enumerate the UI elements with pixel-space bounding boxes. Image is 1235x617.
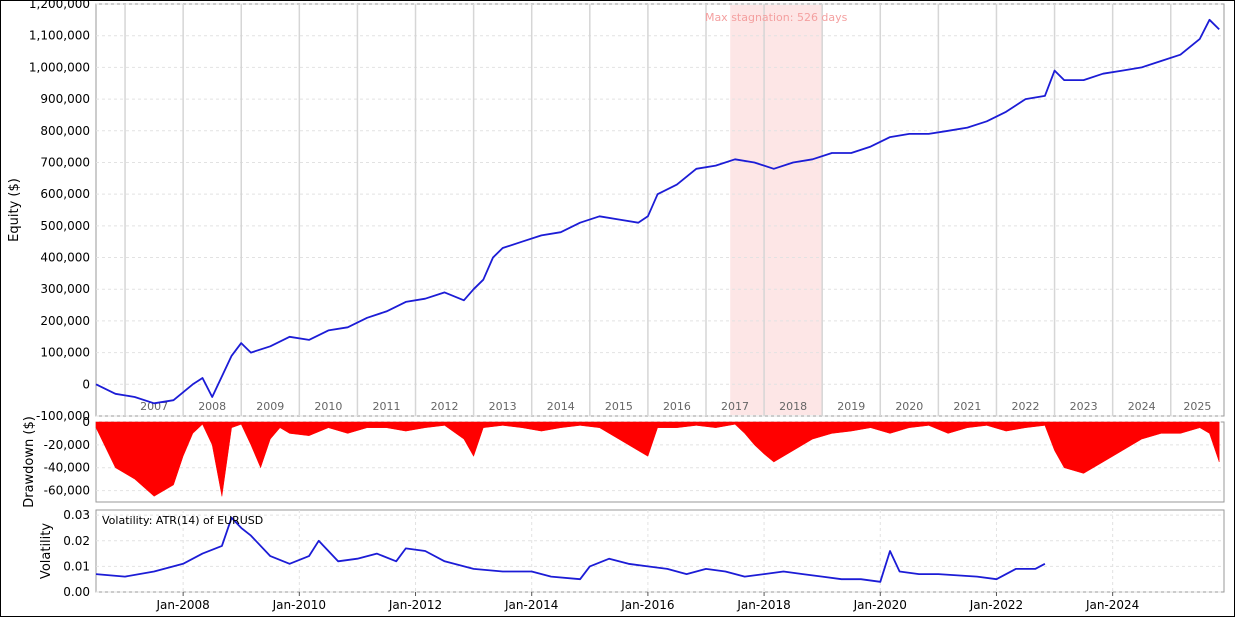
equity-ytick-label: 800,000 bbox=[40, 124, 90, 138]
x-tick-label: Jan-2020 bbox=[853, 598, 907, 612]
year-label: 2022 bbox=[1012, 400, 1040, 413]
equity-ytick-label: 300,000 bbox=[40, 282, 90, 296]
year-label: 2018 bbox=[779, 400, 807, 413]
year-label: 2009 bbox=[256, 400, 284, 413]
x-tick-label: Jan-2008 bbox=[155, 598, 209, 612]
stagnation-label: Max stagnation: 526 days bbox=[705, 11, 848, 24]
equity-ytick-label: 0 bbox=[82, 377, 90, 391]
stagnation-band bbox=[730, 5, 823, 415]
volatility-plot-area bbox=[95, 509, 1225, 593]
volatility-ytick-label: 0.03 bbox=[63, 508, 90, 522]
year-label: 2011 bbox=[372, 400, 400, 413]
year-label: 2008 bbox=[198, 400, 226, 413]
x-tick-label: Jan-2018 bbox=[736, 598, 790, 612]
equity-ytick-label: 1,200,000 bbox=[29, 0, 90, 11]
x-tick-label: Jan-2012 bbox=[388, 598, 442, 612]
x-tick-label: Jan-2014 bbox=[504, 598, 558, 612]
year-label: 2021 bbox=[953, 400, 981, 413]
year-label: 2014 bbox=[547, 400, 575, 413]
equity-ytick-label: 600,000 bbox=[40, 187, 90, 201]
equity-series-line bbox=[95, 18, 1220, 405]
year-label: 2019 bbox=[837, 400, 865, 413]
year-label: 2017 bbox=[721, 400, 749, 413]
drawdown-ytick-label: 0 bbox=[82, 415, 90, 429]
year-label: 2024 bbox=[1128, 400, 1156, 413]
year-label: 2013 bbox=[489, 400, 517, 413]
x-tick-label: Jan-2024 bbox=[1085, 598, 1139, 612]
volatility-axis-title: Volatility bbox=[39, 523, 54, 579]
drawdown-ytick-label: -60,000 bbox=[44, 484, 90, 498]
equity-ytick-label: 900,000 bbox=[40, 92, 90, 106]
x-tick-label: Jan-2022 bbox=[969, 598, 1023, 612]
year-label: 2015 bbox=[605, 400, 633, 413]
volatility-title: Volatility: ATR(14) of EURUSD bbox=[102, 514, 263, 527]
x-tick-label: Jan-2016 bbox=[620, 598, 674, 612]
equity-ytick-label: 1,100,000 bbox=[29, 29, 90, 43]
equity-ytick-label: -100,000 bbox=[36, 409, 90, 423]
year-label: 2016 bbox=[663, 400, 691, 413]
year-label: 2010 bbox=[314, 400, 342, 413]
volatility-ytick-label: 0.01 bbox=[63, 559, 90, 573]
equity-ytick-label: 400,000 bbox=[40, 251, 90, 265]
drawdown-ytick-label: -40,000 bbox=[44, 461, 90, 475]
equity-axis-title: Equity ($) bbox=[7, 178, 22, 242]
equity-ytick-label: 200,000 bbox=[40, 314, 90, 328]
volatility-ytick-label: 0.02 bbox=[63, 534, 90, 548]
equity-ytick-label: 100,000 bbox=[40, 346, 90, 360]
equity-plot-area bbox=[95, 3, 1225, 417]
equity-ytick-label: 700,000 bbox=[40, 155, 90, 169]
drawdown-ytick-label: -20,000 bbox=[44, 438, 90, 452]
equity-ytick-label: 500,000 bbox=[40, 219, 90, 233]
year-label: 2020 bbox=[895, 400, 923, 413]
year-label: 2007 bbox=[140, 400, 168, 413]
year-label: 2025 bbox=[1183, 400, 1211, 413]
year-label: 2012 bbox=[431, 400, 459, 413]
equity-ytick-label: 1,000,000 bbox=[29, 60, 90, 74]
volatility-series-line bbox=[95, 516, 1046, 583]
x-tick-label: Jan-2010 bbox=[272, 598, 326, 612]
year-label: 2023 bbox=[1070, 400, 1098, 413]
drawdown-area bbox=[95, 421, 1220, 497]
drawdown-axis-title: Drawdown ($) bbox=[22, 416, 37, 508]
volatility-ytick-label: 0.00 bbox=[63, 585, 90, 599]
